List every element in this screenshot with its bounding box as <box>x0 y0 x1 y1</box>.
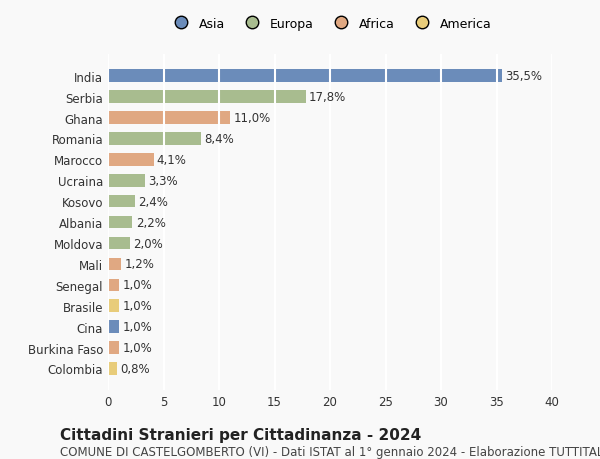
Text: 0,8%: 0,8% <box>120 362 150 375</box>
Text: 2,0%: 2,0% <box>134 237 163 250</box>
Bar <box>108 300 119 312</box>
Bar <box>108 363 117 375</box>
Legend: Asia, Europa, Africa, America: Asia, Europa, Africa, America <box>169 18 491 31</box>
Text: Cittadini Stranieri per Cittadinanza - 2024: Cittadini Stranieri per Cittadinanza - 2… <box>60 427 421 442</box>
Text: 11,0%: 11,0% <box>233 112 271 125</box>
Bar <box>108 70 502 83</box>
Text: 35,5%: 35,5% <box>505 70 542 83</box>
Text: 1,0%: 1,0% <box>122 320 152 333</box>
Text: 1,0%: 1,0% <box>122 300 152 313</box>
Text: 3,3%: 3,3% <box>148 174 178 187</box>
Bar <box>108 279 119 291</box>
Bar <box>108 321 119 333</box>
Bar <box>108 258 121 271</box>
Text: 4,1%: 4,1% <box>157 154 187 167</box>
Text: 1,2%: 1,2% <box>125 258 155 271</box>
Text: 8,4%: 8,4% <box>205 133 235 146</box>
Text: 2,2%: 2,2% <box>136 216 166 229</box>
Text: 17,8%: 17,8% <box>309 91 346 104</box>
Bar <box>108 196 134 208</box>
Text: COMUNE DI CASTELGOMBERTO (VI) - Dati ISTAT al 1° gennaio 2024 - Elaborazione TUT: COMUNE DI CASTELGOMBERTO (VI) - Dati IST… <box>60 445 600 458</box>
Bar <box>108 341 119 354</box>
Bar <box>108 91 305 104</box>
Text: 1,0%: 1,0% <box>122 279 152 291</box>
Text: 2,4%: 2,4% <box>138 195 168 208</box>
Bar <box>108 112 230 124</box>
Bar <box>108 154 154 166</box>
Bar <box>108 237 130 250</box>
Bar <box>108 216 133 229</box>
Bar <box>108 174 145 187</box>
Bar <box>108 133 201 146</box>
Text: 1,0%: 1,0% <box>122 341 152 354</box>
